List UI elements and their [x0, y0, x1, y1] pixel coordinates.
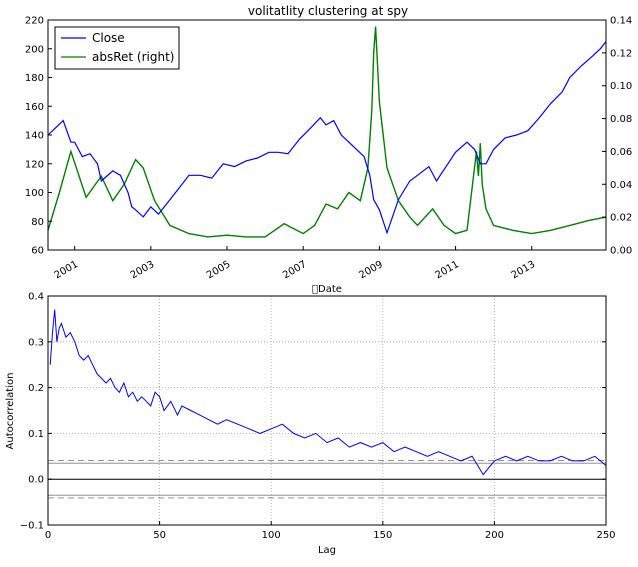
bottom-y-axis-ticks: −0.1 0.0 0.1 0.2 0.3 0.4 [20, 292, 606, 532]
left-tick-label: 180 [25, 73, 44, 84]
bottom-x-tick-label: 150 [373, 530, 392, 541]
bottom-plot-area [48, 296, 606, 525]
bottom-y-axis-label: Autocorrelation [5, 373, 16, 450]
right-tick-label: 0.10 [610, 81, 632, 92]
left-tick-label: 220 [25, 16, 44, 27]
bottom-y-tick-label: 0.2 [28, 383, 44, 394]
bottom-reference-lines [48, 459, 606, 499]
bottom-x-tick-label: 250 [596, 530, 615, 541]
close-series-line [47, 41, 607, 235]
right-tick-label: 0.04 [610, 180, 632, 191]
autocorrelation-series-line [49, 309, 607, 476]
left-tick-label: 100 [25, 188, 44, 199]
top-x-tick-label: 2007 [281, 259, 309, 281]
top-left-axis-ticks: 60 80 100 120 140 160 180 200 220 [25, 16, 52, 257]
bottom-y-tick-label: 0.1 [28, 429, 44, 440]
right-tick-label: 0.02 [610, 213, 632, 224]
top-x-tick-label: 2001 [53, 259, 81, 281]
right-tick-label: 0.06 [610, 147, 632, 158]
top-chart-title: volitatlity clustering at spy [248, 4, 408, 18]
bottom-y-tick-label: 0.4 [28, 292, 44, 303]
bottom-x-tick-label: 50 [153, 530, 166, 541]
bottom-x-tick-label: 200 [485, 530, 504, 541]
bottom-series-layer [49, 309, 607, 476]
left-tick-label: 160 [25, 102, 44, 113]
bottom-y-tick-label: −0.1 [20, 521, 44, 532]
left-tick-label: 200 [25, 44, 44, 55]
bottom-y-tick-label: 0.3 [28, 337, 44, 348]
legend-absret-label: absRet (right) [92, 50, 174, 64]
left-tick-label: 140 [25, 131, 44, 142]
right-tick-label: 0.12 [610, 48, 632, 59]
bottom-plot-frame [47, 295, 607, 526]
bottom-x-axis-label: Lag [318, 545, 336, 556]
top-x-tick-label: 2005 [205, 259, 233, 281]
top-series-layer [47, 26, 607, 238]
right-tick-label: 0.14 [610, 16, 632, 27]
top-x-tick-label: 2011 [434, 259, 462, 281]
top-x-tick-label: 2003 [129, 259, 157, 281]
left-tick-label: 80 [31, 217, 44, 228]
top-x-axis-label: Date [312, 284, 342, 295]
top-legend: Close absRet (right) [54, 26, 180, 70]
right-tick-label: 0.08 [610, 114, 632, 125]
top-x-tick-label: 2009 [357, 259, 385, 281]
bottom-x-tick-label: 0 [45, 530, 51, 541]
top-x-tick-label: 2013 [510, 259, 538, 281]
absret-series-line [47, 26, 607, 238]
right-tick-label: 0.00 [610, 246, 632, 257]
top-right-axis-ticks: 0.00 0.02 0.04 0.06 0.08 0.10 0.12 0.14 [602, 16, 632, 257]
bottom-x-tick-label: 100 [262, 530, 281, 541]
bottom-y-tick-label: 0.0 [28, 475, 44, 486]
legend-box [54, 26, 180, 70]
left-tick-label: 60 [31, 246, 44, 257]
bottom-x-axis-ticks: 0 50 100 150 200 250 [45, 521, 616, 541]
top-x-axis-ticks: 2001 2003 2005 2007 2009 2011 2013 [53, 246, 538, 281]
left-tick-label: 120 [25, 159, 44, 170]
legend-close-label: Close [92, 31, 125, 45]
price-volatility-chart: volitatlity clustering at spy 60 80 100 120… [25, 4, 632, 295]
autocorrelation-chart: −0.10.00.10.20.30.4 0 50 100 150 200 250 Lag … [5, 292, 616, 557]
